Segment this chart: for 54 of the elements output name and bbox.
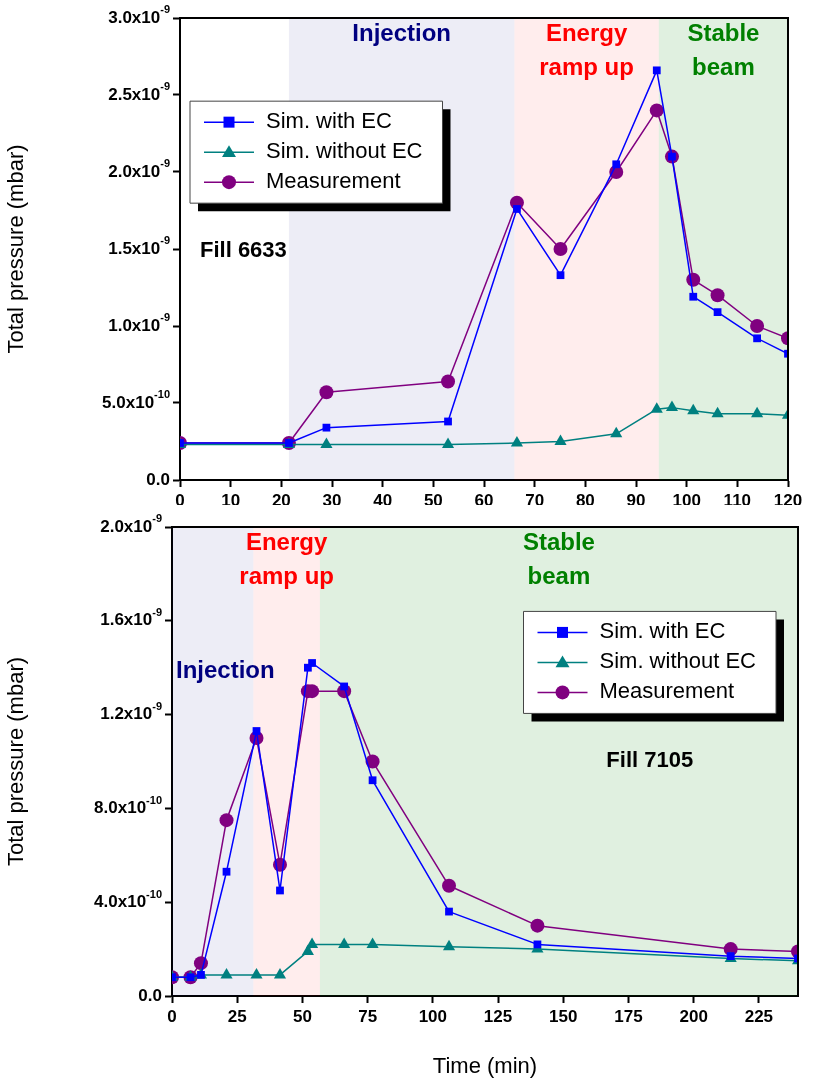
band-label: Injection: [352, 18, 451, 46]
point: [753, 334, 761, 343]
point: [320, 437, 333, 449]
point: [556, 271, 565, 280]
band-label: Stable beam: [687, 18, 760, 80]
band-label: Energy ramp up: [239, 527, 334, 589]
point: [665, 400, 679, 412]
legend-label: Measurement: [599, 678, 735, 704]
point: [689, 292, 698, 301]
legend-label: Measurement: [266, 168, 401, 194]
point: [553, 242, 568, 256]
point: [649, 103, 664, 118]
legend-label: Sim. with EC: [599, 618, 726, 644]
legend-label: Sim. without EC: [599, 648, 757, 674]
point: [612, 160, 621, 169]
legend-label: Sim. with EC: [266, 108, 393, 134]
point: [444, 417, 452, 426]
point: [513, 205, 521, 213]
point: [751, 406, 764, 418]
x-axis-title: Time (min): [432, 1052, 538, 1078]
y-tick-label: 0.0: [146, 469, 171, 489]
point: [441, 437, 455, 449]
y-tick-label: 0.0: [138, 985, 163, 1005]
x-tick-label: 75: [358, 1006, 378, 1026]
annotation: Fill 6633: [200, 237, 287, 263]
band-label: Injection: [176, 655, 275, 683]
point: [713, 308, 722, 317]
point: [322, 423, 331, 432]
point: [750, 319, 765, 333]
y-axis-title: Total pressure (mbar): [3, 144, 29, 354]
band-label: Energy ramp up: [539, 18, 634, 80]
x-tick-label: 150: [549, 1006, 578, 1026]
band-label: Stable beam: [522, 527, 595, 589]
point: [710, 288, 725, 303]
y-axis-title: Total pressure (mbar): [3, 656, 29, 867]
point: [610, 426, 623, 438]
x-tick-label: 200: [679, 1006, 708, 1026]
point: [441, 374, 456, 389]
x-tick-label: 100: [418, 1006, 448, 1026]
point: [510, 436, 523, 447]
point: [319, 385, 334, 400]
point: [650, 402, 663, 413]
point: [687, 403, 700, 415]
x-tick-label: 25: [227, 1006, 247, 1026]
x-tick-label: 125: [483, 1006, 513, 1026]
x-tick-label: 50: [292, 1006, 312, 1026]
annotation: Fill 7105: [606, 747, 694, 773]
x-tick-label: 225: [744, 1006, 774, 1026]
point: [554, 434, 567, 445]
x-tick-label: 175: [614, 1006, 643, 1026]
legend-label: Sim. without EC: [266, 138, 423, 164]
point: [711, 406, 724, 418]
point: [652, 66, 661, 75]
x-tick-label: 0: [167, 1006, 177, 1026]
